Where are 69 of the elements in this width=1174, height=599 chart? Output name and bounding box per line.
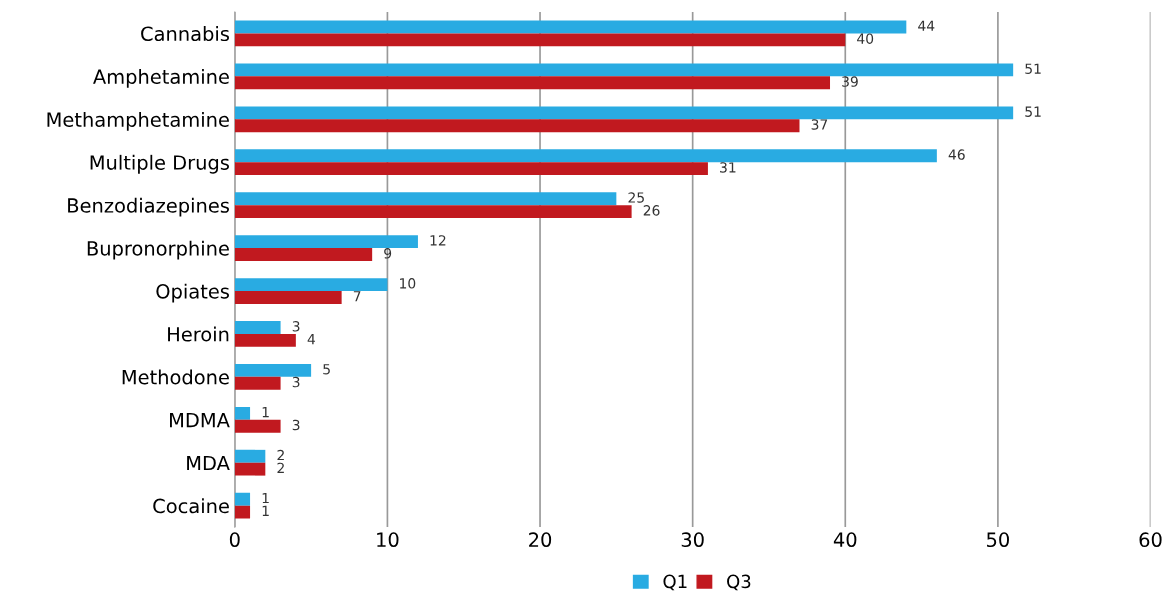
bar <box>234 333 296 347</box>
data-label: 31 <box>720 162 736 173</box>
data-label: 5 <box>323 364 330 375</box>
bar <box>234 449 266 463</box>
y-tick-label: Methamphetamine <box>47 111 229 131</box>
data-label: 10 <box>400 278 416 289</box>
bar <box>234 321 281 334</box>
x-tick-label: 20 <box>529 532 552 548</box>
bar <box>234 419 281 433</box>
y-tick-label: MDA <box>187 455 230 471</box>
data-label: 2 <box>277 462 284 473</box>
bar <box>234 505 251 519</box>
bar <box>234 63 1014 77</box>
y-tick-label: Amphetamine <box>93 68 229 88</box>
bar <box>234 376 281 390</box>
data-label: 25 <box>628 192 644 203</box>
bar <box>234 205 632 219</box>
bar <box>234 149 937 163</box>
data-label: 40 <box>857 33 874 44</box>
y-tick-label: Bupronorphine <box>87 240 229 260</box>
x-tick-label: 30 <box>681 532 704 548</box>
data-label: 7 <box>353 291 361 302</box>
bar <box>234 248 373 261</box>
y-tick-label: Multiple Drugs <box>90 154 229 174</box>
bar <box>234 235 418 249</box>
y-tick-label: Methodone <box>122 369 229 385</box>
bar <box>234 119 800 133</box>
bar <box>234 291 342 304</box>
data-label: 26 <box>643 205 660 216</box>
data-label: 1 <box>262 505 269 516</box>
bar <box>234 363 312 377</box>
bar <box>234 406 251 420</box>
data-label: 12 <box>430 235 446 246</box>
y-tick-label: Benzodiazepines <box>68 197 229 217</box>
y-tick-label: Heroin <box>168 326 229 342</box>
y-tick-label: MDMA <box>170 413 230 428</box>
data-label: 3 <box>292 321 300 332</box>
bar <box>234 106 1014 120</box>
bar <box>234 162 708 176</box>
legend-label: Q1 <box>663 574 687 591</box>
y-tick-label: Cocaine <box>153 498 229 514</box>
bar <box>234 20 907 34</box>
x-tick-label: 50 <box>987 532 1009 548</box>
x-tick-label: 60 <box>1139 532 1162 548</box>
data-label: 3 <box>292 419 300 431</box>
x-tick-label: 0 <box>229 532 240 548</box>
y-tick-label: Cannabis <box>141 26 229 42</box>
data-label: 3 <box>292 376 300 388</box>
y-tick-label: Opiates <box>156 283 229 303</box>
bar <box>234 462 266 476</box>
data-label: 9 <box>384 248 392 259</box>
bar <box>234 278 388 292</box>
legend-label: Q3 <box>727 574 751 591</box>
bar <box>234 492 251 506</box>
data-label: 51 <box>1025 106 1041 117</box>
bar <box>234 192 617 206</box>
bar <box>234 33 846 47</box>
data-label: 37 <box>811 119 828 130</box>
data-label: 1 <box>262 407 269 418</box>
data-label: 44 <box>918 20 935 31</box>
x-tick-label: 40 <box>833 532 857 548</box>
data-label: 39 <box>842 76 858 87</box>
data-label: 2 <box>277 449 284 461</box>
data-label: 51 <box>1025 63 1041 74</box>
data-label: 1 <box>262 492 269 504</box>
data-label: 4 <box>307 334 316 345</box>
bar <box>234 76 831 90</box>
x-tick-label: 10 <box>377 532 399 548</box>
data-label: 46 <box>948 149 965 160</box>
